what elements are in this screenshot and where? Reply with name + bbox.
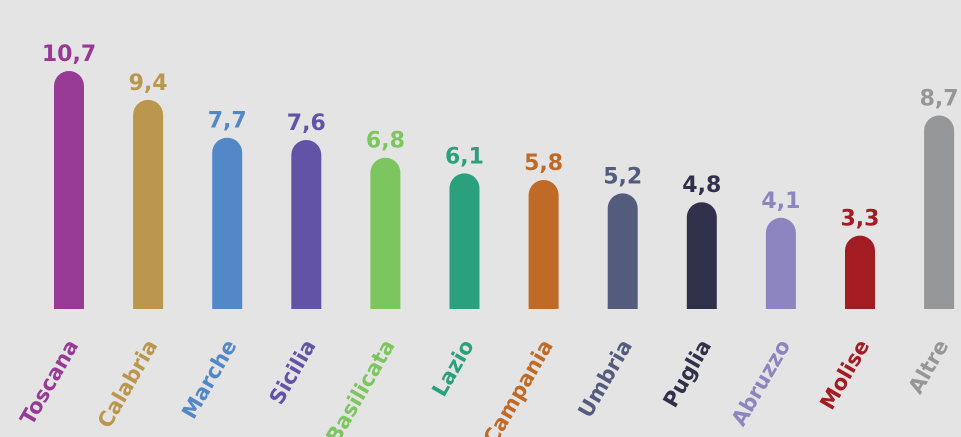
value-label-umbria: 5,2 — [603, 164, 642, 189]
category-label-abruzzo: Abruzzo — [727, 336, 796, 431]
bar-altre — [924, 115, 955, 309]
category-label-puglia: Puglia — [658, 336, 716, 412]
category-label-molise: Molise — [815, 336, 874, 414]
category-label-lazio: Lazio — [427, 336, 478, 401]
value-label-calabria: 9,4 — [129, 71, 168, 96]
value-label-puglia: 4,8 — [682, 173, 721, 198]
value-label-molise: 3,3 — [841, 207, 880, 232]
category-label-altre: Altre — [904, 336, 954, 398]
value-label-lazio: 6,1 — [445, 144, 484, 169]
value-labels-group: 10,7 9,4 7,7 7,6 6,8 6,1 5,8 5,2 4,8 4,1 3,3 8,7 — [42, 42, 959, 232]
bar-abruzzo — [765, 217, 796, 309]
bar-umbria — [607, 193, 638, 309]
category-label-campania: Campania — [479, 336, 558, 437]
value-label-altre: 8,7 — [920, 86, 959, 111]
bar-marche — [212, 137, 243, 309]
value-label-abruzzo: 4,1 — [761, 189, 800, 214]
category-label-toscana: Toscana — [15, 336, 83, 430]
bar-campania — [528, 179, 559, 309]
bar-puglia — [686, 202, 717, 309]
bar-toscana — [54, 71, 84, 309]
value-label-marche: 7,7 — [208, 109, 247, 134]
value-label-basilicata: 6,8 — [366, 129, 405, 154]
category-label-marche: Marche — [177, 336, 241, 423]
bar-calabria — [133, 99, 164, 309]
category-label-umbria: Umbria — [573, 336, 637, 422]
bar-basilicata — [370, 157, 401, 309]
category-label-sicilia: Sicilia — [265, 336, 321, 409]
value-label-sicilia: 7,6 — [287, 111, 326, 136]
bar-sicilia — [291, 139, 322, 309]
category-label-basilicata: Basilicata — [321, 336, 399, 437]
bar-lazio — [449, 173, 480, 309]
category-labels-group: Toscana Calabria Marche Sicilia Basilicata La… — [15, 336, 953, 437]
bars-group — [54, 71, 955, 309]
category-label-calabria: Calabria — [93, 336, 163, 433]
bar-molise — [845, 235, 875, 309]
value-label-campania: 5,8 — [524, 151, 563, 176]
value-label-toscana: 10,7 — [42, 42, 96, 67]
